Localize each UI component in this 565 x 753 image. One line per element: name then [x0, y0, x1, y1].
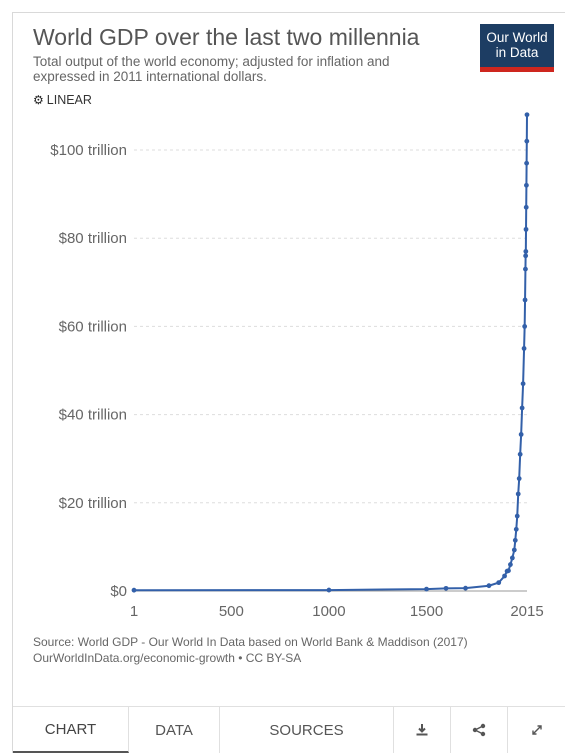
x-tick-label: 2015 [510, 603, 543, 620]
gdp-line-chart: $0 $20 trillion $40 trillion $60 trillion $8… [50, 112, 544, 620]
y-tick-label: $0 [110, 583, 127, 600]
scale-toggle-label: LINEAR [46, 93, 92, 107]
data-point [326, 587, 332, 593]
series-line [133, 114, 528, 592]
expand-icon [531, 725, 542, 735]
tab-sources[interactable]: SOURCES [220, 707, 394, 753]
x-tick-label: 1500 [410, 603, 443, 620]
chart-frame [12, 12, 565, 753]
x-tick-label: 1 [130, 603, 138, 620]
data-point [131, 587, 137, 593]
data-point [509, 555, 515, 561]
scale-toggle-button[interactable]: ⚙ LINEAR [33, 93, 92, 107]
data-point [513, 526, 519, 532]
data-point [517, 451, 523, 457]
x-tick-label: 500 [219, 603, 244, 620]
chart-subtitle: Total output of the world economy; adjus… [33, 54, 390, 84]
y-tick-label: $60 trillion [59, 318, 127, 335]
data-point [523, 253, 529, 259]
source-text: Source: World GDP - Our World In Data ba… [33, 635, 468, 649]
chart-title: World GDP over the last two millennia [33, 24, 420, 50]
share-icon [472, 723, 486, 737]
data-point [512, 537, 518, 543]
data-point [522, 324, 528, 329]
data-point [523, 226, 529, 232]
data-point [524, 182, 529, 188]
data-point [524, 160, 530, 166]
data-point [523, 204, 529, 210]
y-tick-label: $100 trillion [50, 142, 127, 159]
data-point [443, 585, 449, 591]
source-note: Source: World GDP - Our World In Data ba… [33, 634, 533, 666]
data-point [515, 491, 521, 497]
data-point [486, 583, 492, 589]
tab-data[interactable]: DATA [129, 707, 220, 753]
source-link[interactable]: OurWorldInData.org/economic-growth • CC … [33, 651, 302, 665]
x-tick-label: 1000 [312, 603, 345, 620]
logo-line-1: Our World [486, 30, 548, 45]
y-tick-label: $40 trillion [59, 407, 127, 424]
download-icon [416, 724, 428, 736]
data-point [511, 547, 517, 553]
y-tick-label: $80 trillion [59, 230, 127, 247]
tab-chart[interactable]: CHART [13, 707, 129, 753]
data-point [496, 580, 502, 586]
data-point [524, 138, 530, 144]
data-point [519, 405, 525, 411]
data-point [521, 346, 527, 351]
data-point [514, 513, 520, 519]
chart-tab-bar: CHART DATA SOURCES [13, 706, 565, 753]
data-point [523, 249, 529, 254]
data-point [424, 586, 429, 592]
data-point [523, 266, 528, 272]
logo-line-2: in Data [495, 45, 539, 60]
data-point [506, 568, 511, 574]
data-point [518, 432, 524, 437]
owid-logo[interactable]: Our World in Data [480, 24, 554, 72]
data-point [520, 381, 526, 387]
data-point [508, 562, 513, 567]
download-button[interactable] [394, 707, 451, 753]
share-button[interactable] [451, 707, 508, 753]
y-tick-label: $20 trillion [59, 495, 127, 512]
data-point [463, 585, 468, 591]
data-point [516, 476, 522, 481]
data-point [524, 112, 530, 118]
logo-accent-bar [480, 67, 554, 72]
data-point [502, 573, 507, 579]
gear-icon: ⚙ [33, 93, 44, 107]
data-point [522, 297, 528, 303]
expand-button[interactable] [508, 707, 565, 753]
